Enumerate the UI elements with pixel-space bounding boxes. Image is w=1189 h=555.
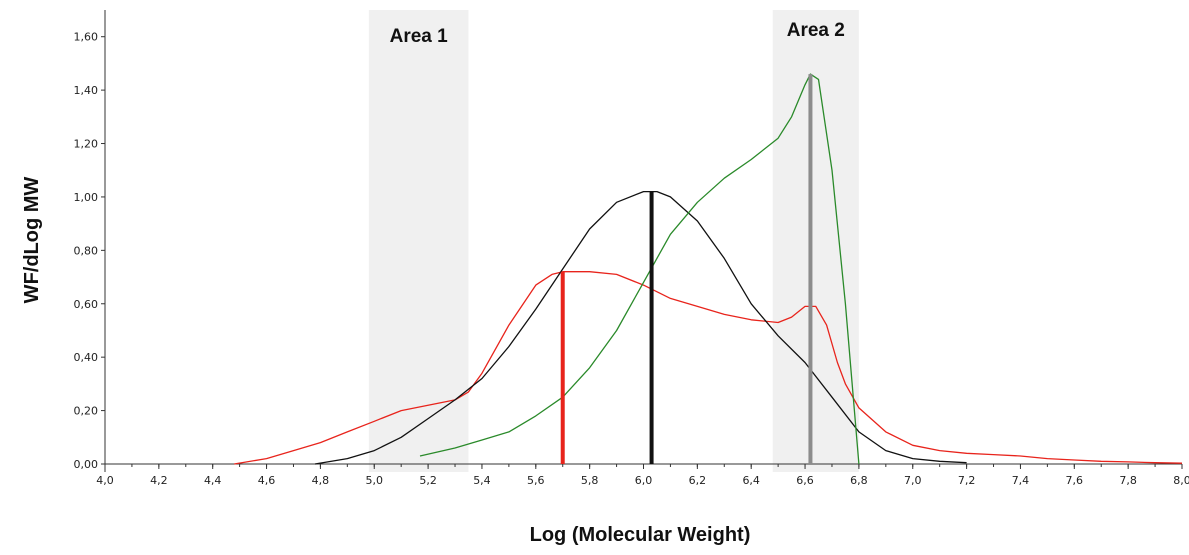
x-tick-label: 7,4: [1012, 474, 1030, 487]
x-tick-label: 6,6: [796, 474, 814, 487]
shaded-regions: [368, 10, 859, 472]
x-tick-label: 8,0: [1173, 474, 1189, 487]
region-label-2: Area 2: [787, 20, 845, 41]
x-tick-label: 7,0: [904, 474, 922, 487]
x-axis-title: Log (Molecular Weight): [530, 524, 751, 546]
region-labels: Area 1 Area 2: [390, 20, 845, 47]
y-tick-label: 0,60: [74, 298, 99, 311]
ticks: 0,00 0,20 0,40 0,60 0,80 1,00 1,20 1,40 1,60 4,0 4…: [74, 31, 1189, 487]
x-tick-label: 4,8: [312, 474, 330, 487]
peak-markers: [560, 74, 813, 464]
x-tick-label: 7,6: [1066, 474, 1084, 487]
x-tick-label: 6,8: [850, 474, 868, 487]
x-tick-label: 7,2: [958, 474, 976, 487]
y-tick-label: 1,60: [74, 31, 99, 44]
x-tick-label: 5,6: [527, 474, 545, 487]
y-tick-label: 1,20: [74, 138, 99, 151]
y-tick-label: 0,40: [74, 351, 99, 364]
x-tick-label: 4,4: [204, 474, 222, 487]
x-tick-label: 7,8: [1119, 474, 1137, 487]
x-tick-label: 4,6: [258, 474, 276, 487]
x-tick-label: 6,0: [635, 474, 653, 487]
x-tick-label: 5,0: [366, 474, 384, 487]
x-tick-label: 4,2: [150, 474, 168, 487]
y-tick-label: 0,80: [74, 244, 99, 257]
shaded-region-2: [772, 10, 859, 472]
x-tick-label: 5,8: [581, 474, 599, 487]
x-tick-label: 5,4: [473, 474, 491, 487]
y-tick-label: 1,40: [74, 84, 99, 97]
x-tick-label: 5,2: [419, 474, 437, 487]
x-tick-label: 6,4: [742, 474, 760, 487]
shaded-region-1: [368, 10, 469, 472]
region-label-1: Area 1: [390, 26, 449, 47]
y-axis-title: WF/dLog MW: [21, 177, 43, 304]
x-tick-label: 4,0: [96, 474, 114, 487]
y-tick-label: 0,20: [74, 405, 99, 418]
y-tick-label: 0,00: [74, 458, 99, 471]
series-line-3: [419, 73, 860, 465]
series-line-1: [234, 271, 1183, 465]
y-tick-label: 1,00: [74, 191, 99, 204]
axes: [104, 10, 1182, 472]
x-tick-label: 6,2: [689, 474, 707, 487]
